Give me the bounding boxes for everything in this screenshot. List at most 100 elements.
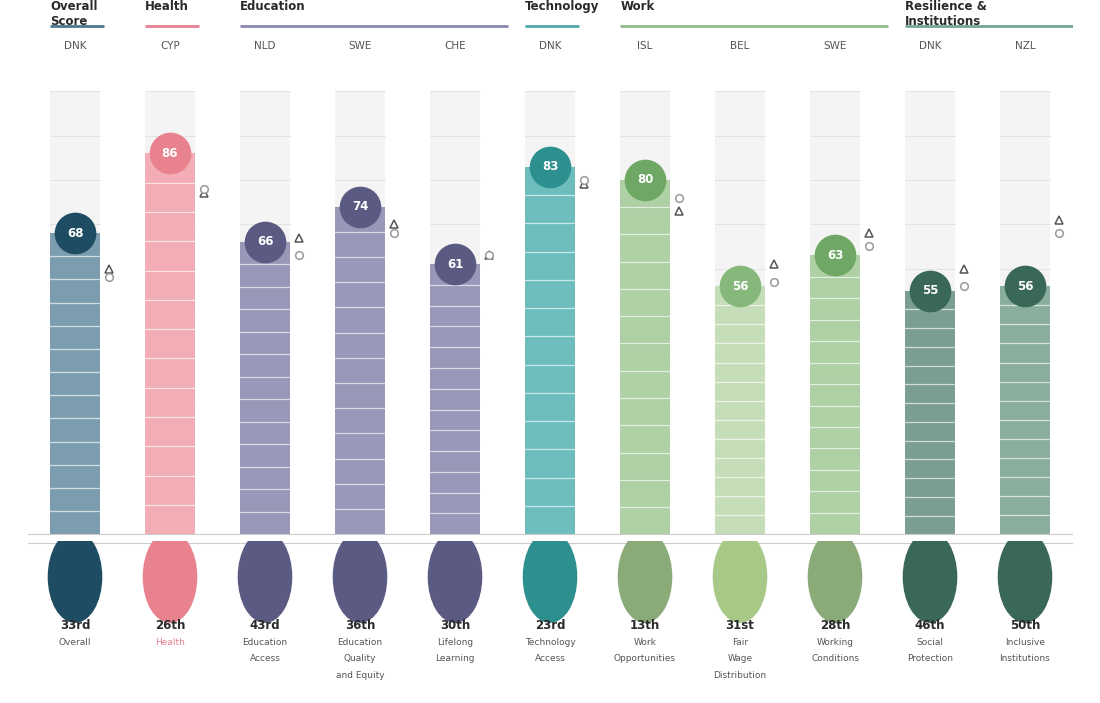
- Bar: [240, 242, 289, 534]
- Point: [66, 228, 84, 239]
- Text: 83: 83: [542, 160, 558, 173]
- Bar: [811, 255, 860, 534]
- Bar: [526, 91, 574, 534]
- Text: Social: Social: [916, 638, 944, 647]
- Text: Distribution: Distribution: [714, 671, 767, 680]
- Text: Education: Education: [242, 638, 287, 647]
- Text: 63: 63: [827, 249, 844, 262]
- Text: 30th: 30th: [440, 619, 470, 632]
- Bar: [620, 180, 670, 534]
- Text: Work: Work: [634, 638, 657, 647]
- Text: 61: 61: [447, 257, 463, 271]
- Point: [447, 259, 464, 270]
- Text: 50th: 50th: [1010, 619, 1041, 632]
- Circle shape: [333, 531, 386, 622]
- Bar: [240, 91, 289, 534]
- Text: Working: Working: [816, 638, 854, 647]
- Text: Opportunities: Opportunities: [614, 654, 676, 664]
- Bar: [145, 91, 195, 534]
- Text: 56: 56: [732, 280, 748, 292]
- Text: Quality: Quality: [343, 654, 376, 664]
- Text: Lifelong: Lifelong: [437, 638, 473, 647]
- Circle shape: [428, 531, 482, 622]
- Point: [1016, 280, 1034, 292]
- Bar: [336, 91, 385, 534]
- Text: 28th: 28th: [820, 619, 850, 632]
- Text: Learning: Learning: [436, 654, 475, 664]
- Bar: [430, 91, 480, 534]
- Circle shape: [808, 531, 861, 622]
- Text: NZL: NZL: [1014, 41, 1035, 51]
- Text: Conditions: Conditions: [811, 654, 859, 664]
- Bar: [1000, 91, 1049, 534]
- Bar: [336, 207, 385, 534]
- Bar: [430, 264, 480, 534]
- Text: Work: Work: [620, 0, 654, 13]
- Text: 74: 74: [352, 200, 368, 213]
- Text: DNK: DNK: [64, 41, 86, 51]
- Text: Access: Access: [535, 654, 565, 664]
- Text: and Equity: and Equity: [336, 671, 384, 680]
- Text: 46th: 46th: [915, 619, 945, 632]
- Text: 55: 55: [922, 284, 938, 297]
- Text: 26th: 26th: [155, 619, 185, 632]
- Point: [256, 236, 274, 247]
- Circle shape: [618, 531, 672, 622]
- Bar: [51, 233, 100, 534]
- Text: CHE: CHE: [444, 41, 465, 51]
- Circle shape: [903, 531, 957, 622]
- Circle shape: [999, 531, 1052, 622]
- Text: 43rd: 43rd: [250, 619, 280, 632]
- Text: Overall: Overall: [58, 638, 91, 647]
- Text: Technology: Technology: [526, 0, 600, 13]
- Bar: [715, 286, 764, 534]
- Text: Institutions: Institutions: [1000, 654, 1050, 664]
- Text: Technology: Technology: [525, 638, 575, 647]
- Text: ISL: ISL: [637, 41, 652, 51]
- Point: [732, 280, 749, 292]
- Text: Health: Health: [145, 0, 189, 13]
- Bar: [51, 91, 100, 534]
- Text: 80: 80: [637, 174, 653, 186]
- Text: NLD: NLD: [254, 41, 276, 51]
- Circle shape: [143, 531, 197, 622]
- Text: Health: Health: [155, 638, 185, 647]
- Point: [541, 161, 559, 172]
- Text: 66: 66: [256, 236, 273, 248]
- Point: [921, 285, 938, 297]
- Bar: [620, 91, 670, 534]
- Text: DNK: DNK: [539, 41, 561, 51]
- Text: Overall
Score: Overall Score: [51, 0, 98, 28]
- Text: Protection: Protection: [908, 654, 953, 664]
- Text: 23rd: 23rd: [535, 619, 565, 632]
- Text: Education: Education: [338, 638, 383, 647]
- Bar: [905, 291, 955, 534]
- Bar: [1000, 286, 1049, 534]
- Text: 86: 86: [162, 147, 178, 160]
- Text: SWE: SWE: [823, 41, 847, 51]
- Text: CYP: CYP: [161, 41, 180, 51]
- Text: 13th: 13th: [630, 619, 660, 632]
- Text: Wage: Wage: [727, 654, 752, 664]
- Text: BEL: BEL: [730, 41, 750, 51]
- Text: Access: Access: [250, 654, 280, 664]
- Circle shape: [48, 531, 101, 622]
- Point: [351, 201, 369, 212]
- Text: Education: Education: [240, 0, 306, 13]
- Text: Inclusive: Inclusive: [1005, 638, 1045, 647]
- Circle shape: [714, 531, 767, 622]
- Text: 68: 68: [67, 226, 84, 240]
- Text: Resilience &
Institutions: Resilience & Institutions: [905, 0, 987, 28]
- Bar: [905, 91, 955, 534]
- Bar: [145, 153, 195, 534]
- Text: DNK: DNK: [918, 41, 942, 51]
- Text: 36th: 36th: [344, 619, 375, 632]
- Bar: [715, 91, 764, 534]
- Point: [826, 250, 844, 261]
- Bar: [811, 91, 860, 534]
- Text: 33rd: 33rd: [59, 619, 90, 632]
- Circle shape: [524, 531, 576, 622]
- Bar: [526, 167, 574, 534]
- Text: SWE: SWE: [349, 41, 372, 51]
- Point: [636, 174, 653, 186]
